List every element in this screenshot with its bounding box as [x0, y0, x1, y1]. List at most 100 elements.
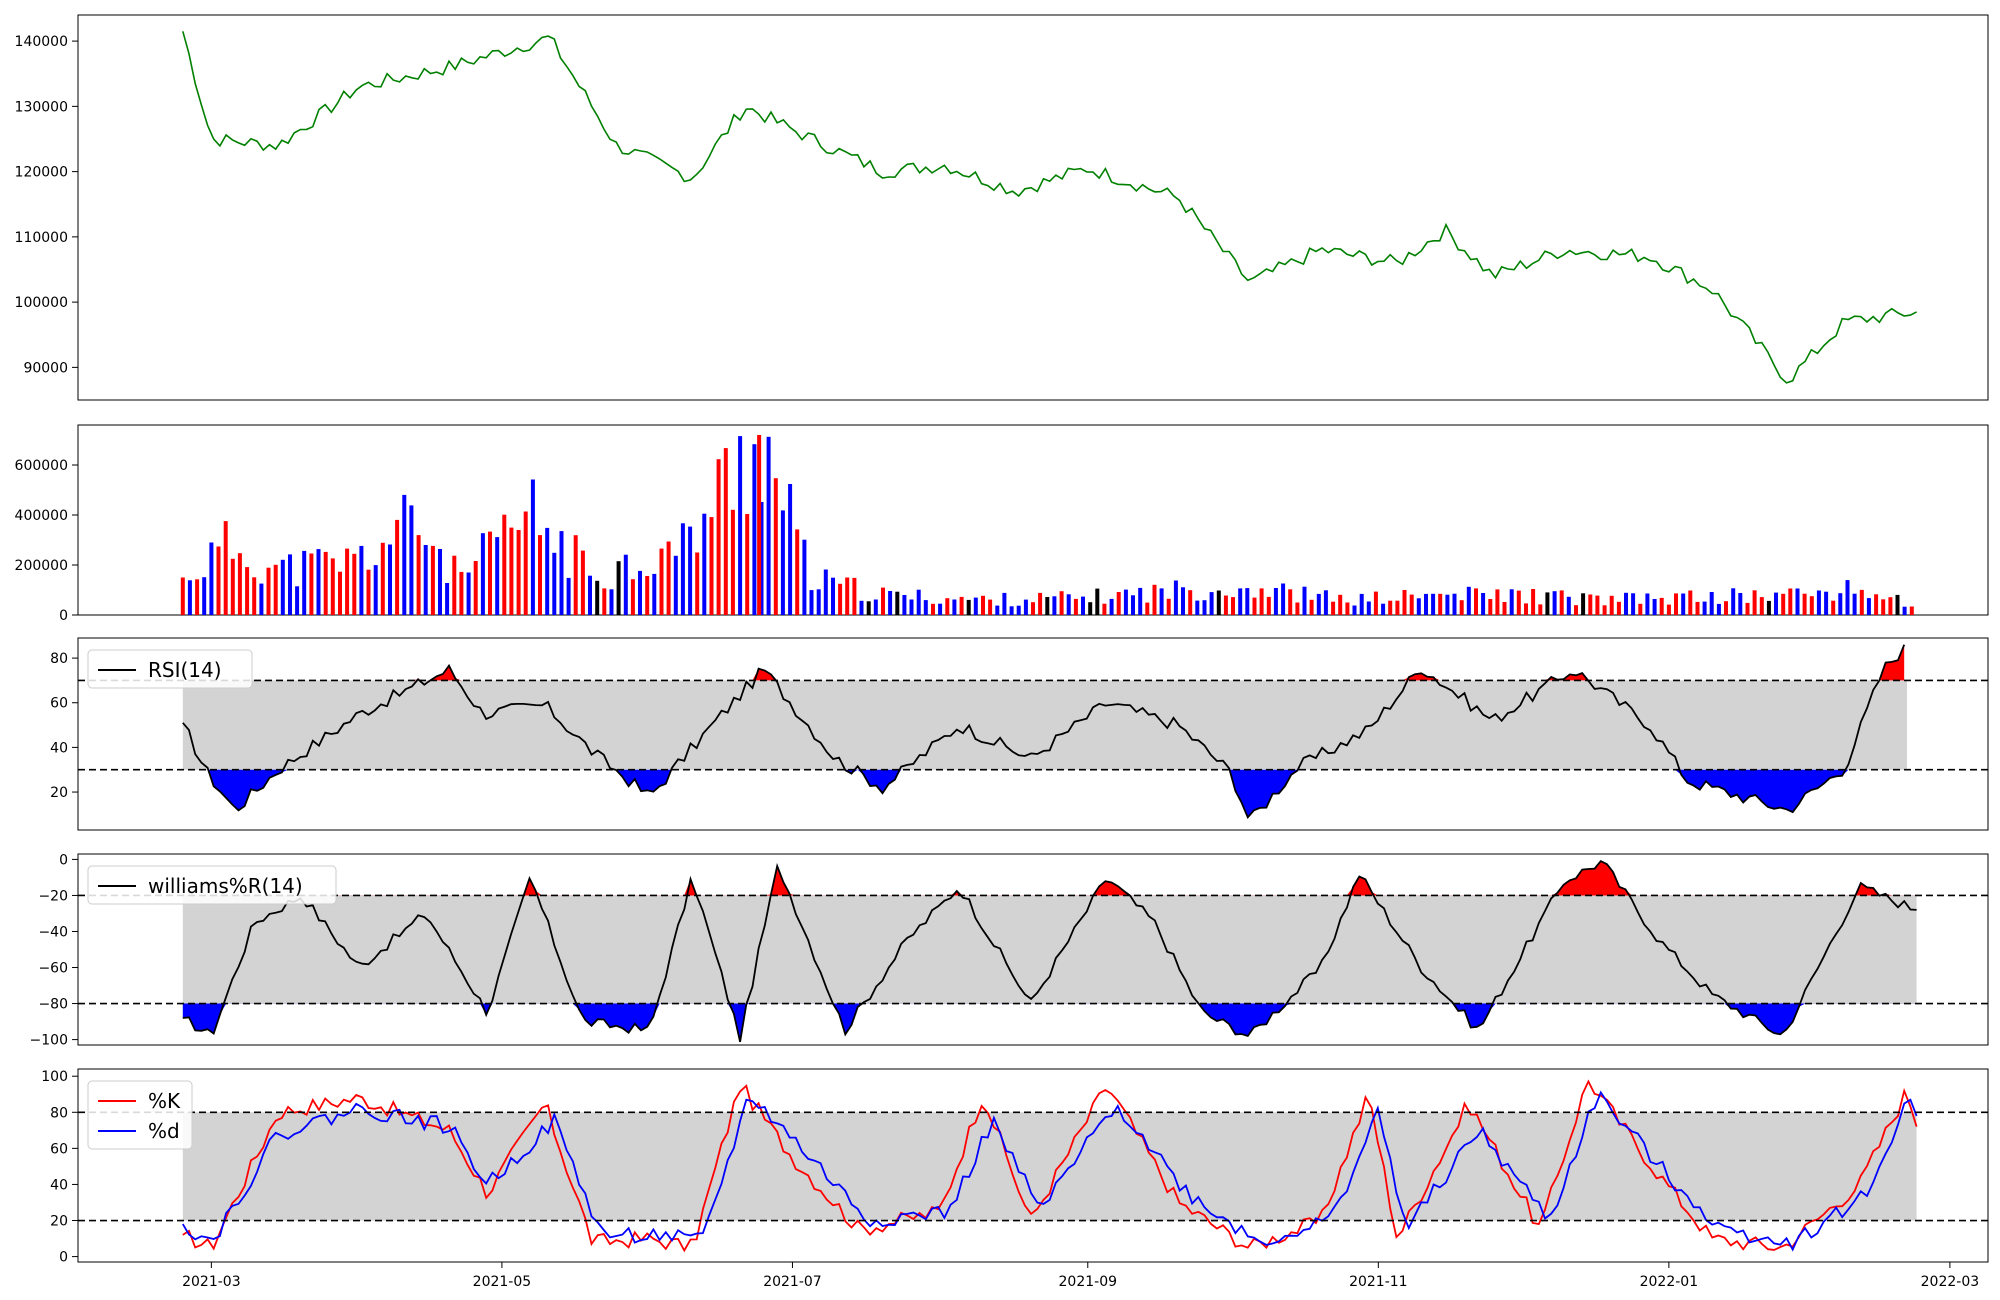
volume-bar — [352, 553, 357, 615]
rsi-ytick-label: 40 — [50, 740, 68, 756]
volume-bar — [1538, 604, 1543, 615]
volume-bar — [380, 542, 385, 615]
stochastic-panel-frame — [77, 1068, 1989, 1263]
volume-bar — [195, 579, 200, 615]
volume-bar — [273, 564, 278, 615]
volume-bar — [1845, 580, 1850, 615]
volume-bar — [338, 571, 342, 615]
volume-bar — [1131, 595, 1135, 615]
volume-bar — [816, 589, 821, 615]
x-tick-label: 2021-05 — [473, 1274, 532, 1290]
volume-bar — [759, 502, 764, 615]
volume-bar — [1581, 593, 1586, 615]
volume-bar — [1638, 603, 1643, 615]
volume-bar — [1359, 593, 1364, 615]
volume-bar — [230, 558, 235, 615]
volume-bar — [1002, 592, 1007, 615]
volume-bar — [1745, 602, 1750, 615]
volume-bar — [1102, 603, 1107, 615]
volume-bar — [1123, 589, 1128, 615]
volume-bar — [1488, 599, 1493, 615]
volume-bar — [552, 552, 557, 615]
volume-bar — [588, 575, 592, 615]
volume-bar — [859, 600, 864, 615]
volume-bar — [959, 596, 964, 615]
volume-bar — [1802, 593, 1807, 615]
volume-bar — [1331, 601, 1336, 615]
volume-bar — [216, 546, 221, 615]
volume-bar — [795, 529, 800, 615]
volume-bar — [1195, 600, 1200, 615]
volume-bar — [573, 535, 578, 615]
volume-bar — [1831, 600, 1836, 615]
volume-bar — [1616, 601, 1621, 615]
volume-bar — [1816, 590, 1821, 615]
volume-bar — [1531, 589, 1536, 615]
volume-bar — [1659, 597, 1664, 615]
volume-bar — [1474, 588, 1478, 615]
stochastic-line — [182, 1090, 1918, 1252]
volume-bar — [1574, 605, 1578, 615]
volume-bar — [202, 577, 207, 615]
williams-line — [182, 859, 1917, 1043]
volume-bar — [702, 513, 707, 615]
volume-bar — [1431, 593, 1436, 615]
volume-bar — [545, 527, 550, 615]
volume-bar — [1459, 600, 1464, 615]
stochastic-neutral-band — [182, 1112, 1917, 1221]
volume-bar — [1345, 602, 1350, 615]
volume-bar — [488, 531, 492, 615]
volume-bar — [988, 599, 993, 615]
volume-bar — [1559, 590, 1564, 615]
volume-bar — [1852, 593, 1857, 615]
volume-bar — [1273, 588, 1278, 615]
volume-bar — [888, 591, 893, 615]
volume-bar — [1874, 594, 1879, 615]
volume-bar — [1038, 592, 1043, 615]
volume-bar — [480, 533, 485, 615]
volume-bar — [280, 559, 285, 615]
volume-bar — [902, 595, 907, 615]
volume-bar — [1774, 592, 1778, 615]
volume-bar — [1602, 605, 1607, 615]
volume-bar — [1795, 588, 1800, 615]
volume-bar — [1316, 593, 1321, 615]
volume-bar — [1631, 593, 1636, 615]
williams-ytick-label: −60 — [38, 961, 68, 977]
volume-bar — [1059, 591, 1064, 615]
volume-bar — [1895, 594, 1900, 615]
volume-bar — [1688, 590, 1693, 615]
volume-bar — [1173, 580, 1178, 615]
volume-bar — [680, 523, 685, 615]
volume-bar — [1216, 590, 1221, 615]
volume-bar — [1023, 599, 1028, 615]
volume-bar — [1138, 587, 1143, 615]
volume-bar — [309, 553, 314, 615]
volume-bar — [373, 565, 378, 615]
volume-bar — [1766, 600, 1771, 615]
volume-bar — [1724, 601, 1728, 615]
volume-bar — [430, 545, 435, 615]
volume-bar — [295, 586, 300, 615]
volume-bar — [1109, 598, 1114, 615]
price-ytick-label: 110000 — [15, 230, 68, 246]
williams-legend — [87, 865, 337, 905]
x-tick-label: 2021-09 — [1059, 1274, 1118, 1290]
volume-bar — [416, 535, 421, 615]
volume-bar — [1695, 601, 1700, 615]
price-ytick-label: 90000 — [23, 360, 68, 376]
volume-bar — [609, 589, 614, 615]
volume-bar — [1881, 599, 1886, 615]
volume-bar — [359, 545, 364, 615]
volume-bar — [1395, 600, 1400, 615]
volume-bar — [1402, 590, 1407, 615]
volume-panel-frame — [77, 424, 1989, 616]
volume-bar — [438, 549, 442, 615]
volume-bar — [1738, 593, 1743, 615]
volume-bar — [688, 526, 693, 615]
volume-bar — [1288, 589, 1293, 615]
volume-bar — [881, 587, 885, 615]
volume-bar — [966, 599, 971, 615]
volume-bar — [602, 588, 607, 615]
